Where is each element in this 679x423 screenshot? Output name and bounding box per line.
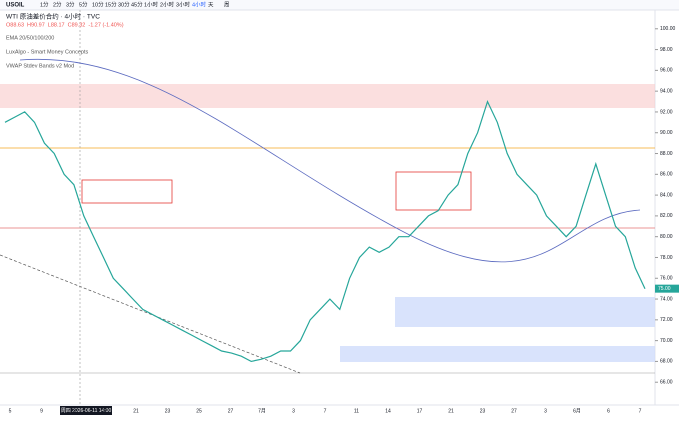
x-tick-label: 3 <box>544 408 547 414</box>
ohlc-value: O88.63 <box>6 22 24 28</box>
demand-zone <box>340 346 655 362</box>
y-tick-label: 78.00 <box>660 255 673 261</box>
price-tag-label: 75.00 <box>658 286 671 292</box>
x-tick-label: 6 <box>607 408 610 414</box>
order-block <box>81 179 173 204</box>
x-tick-label: 7月 <box>258 408 266 414</box>
interval-button[interactable]: 天 <box>208 1 214 8</box>
x-tick-label: 21 <box>133 408 139 414</box>
x-tick-label: 27 <box>228 408 234 414</box>
x-tick-label: 9 <box>40 408 43 414</box>
ohlc-value: L88.17 <box>48 22 65 28</box>
symbol[interactable]: USOIL <box>6 3 25 9</box>
x-tick-label: 3 <box>292 408 295 414</box>
y-tick-label: 74.00 <box>660 296 673 302</box>
toolbar <box>0 0 679 10</box>
y-tick-label: 84.00 <box>660 192 673 198</box>
indicator-name: EMA 20/50/100/200 <box>6 35 54 41</box>
interval-button[interactable]: 30分 <box>118 0 130 8</box>
x-tick-label: 21 <box>448 408 454 414</box>
y-tick-label: 86.00 <box>660 172 673 178</box>
x-tick-label: 17 <box>417 408 423 414</box>
interval-button[interactable]: 周 <box>224 1 230 8</box>
supply-zone <box>0 84 655 108</box>
interval-button[interactable]: 3分 <box>66 0 75 8</box>
y-tick-label: 82.00 <box>660 213 673 219</box>
x-tick-label: 7 <box>324 408 327 414</box>
y-tick-label: 90.00 <box>660 130 673 136</box>
interval-button[interactable]: 3小时 <box>176 0 191 8</box>
x-tick-label: 11 <box>354 408 359 414</box>
interval-button[interactable]: 45分 <box>131 0 143 8</box>
y-tick-label: 94.00 <box>660 88 673 94</box>
interval-button[interactable]: 2小时 <box>160 0 175 8</box>
interval-button[interactable]: 5分 <box>79 0 88 8</box>
indicator-name: LuxAlgo - Smart Money Concepts <box>6 49 88 55</box>
price-line <box>4 99 646 363</box>
interval-button[interactable]: 1分 <box>40 0 49 8</box>
x-tick-label: 23 <box>165 408 171 414</box>
x-tick-label: 14 <box>385 408 391 414</box>
legend-title: WTI 原油差价合约 · 4小时 · TVC <box>6 12 100 21</box>
x-tick-label: 17 <box>102 408 108 414</box>
x-tick-label: 6月 <box>573 408 581 414</box>
price-tag <box>655 284 679 293</box>
interval-button[interactable]: 2分 <box>53 0 62 8</box>
demand-zone <box>395 297 655 327</box>
y-tick-label: 70.00 <box>660 338 673 344</box>
y-tick-label: 98.00 <box>660 47 673 53</box>
ohlc-value: C89.32 <box>68 22 86 28</box>
trend-line <box>0 254 301 374</box>
x-tick-label: 23 <box>480 408 486 414</box>
order-block <box>395 171 472 211</box>
ohlc-value: H90.97 <box>27 22 45 28</box>
y-tick-label: 66.00 <box>660 380 673 386</box>
y-tick-label: 80.00 <box>660 234 673 240</box>
x-tick-label: 5 <box>9 408 12 414</box>
x-tick-label: 13 <box>70 408 76 414</box>
ema-200 <box>19 58 641 263</box>
cursor-box <box>60 406 112 415</box>
x-tick-label: 27 <box>511 408 517 414</box>
x-tick-label: 25 <box>196 408 202 414</box>
interval-button[interactable]: 1小时 <box>144 0 159 8</box>
indicator-name: VWAP Stdev Bands v2 Mod <box>6 63 74 69</box>
y-tick-label: 88.00 <box>660 151 673 157</box>
interval-button[interactable]: 4小时 <box>192 0 207 8</box>
y-tick-label: 96.00 <box>660 68 673 74</box>
x-tick-label: 7 <box>639 408 642 414</box>
y-tick-label: 92.00 <box>660 109 673 115</box>
y-tick-label: 68.00 <box>660 359 673 365</box>
y-tick-label: 76.00 <box>660 276 673 282</box>
y-tick-label: 72.00 <box>660 317 673 323</box>
y-tick-label: 100.00 <box>660 26 676 32</box>
cursor-label: 周四 2026-06-11 14:00 <box>61 408 112 414</box>
ohlc-value: -1.27 (-1.40%) <box>88 22 123 28</box>
interval-button[interactable]: 10分 <box>92 0 104 8</box>
interval-button[interactable]: 15分 <box>105 0 117 8</box>
